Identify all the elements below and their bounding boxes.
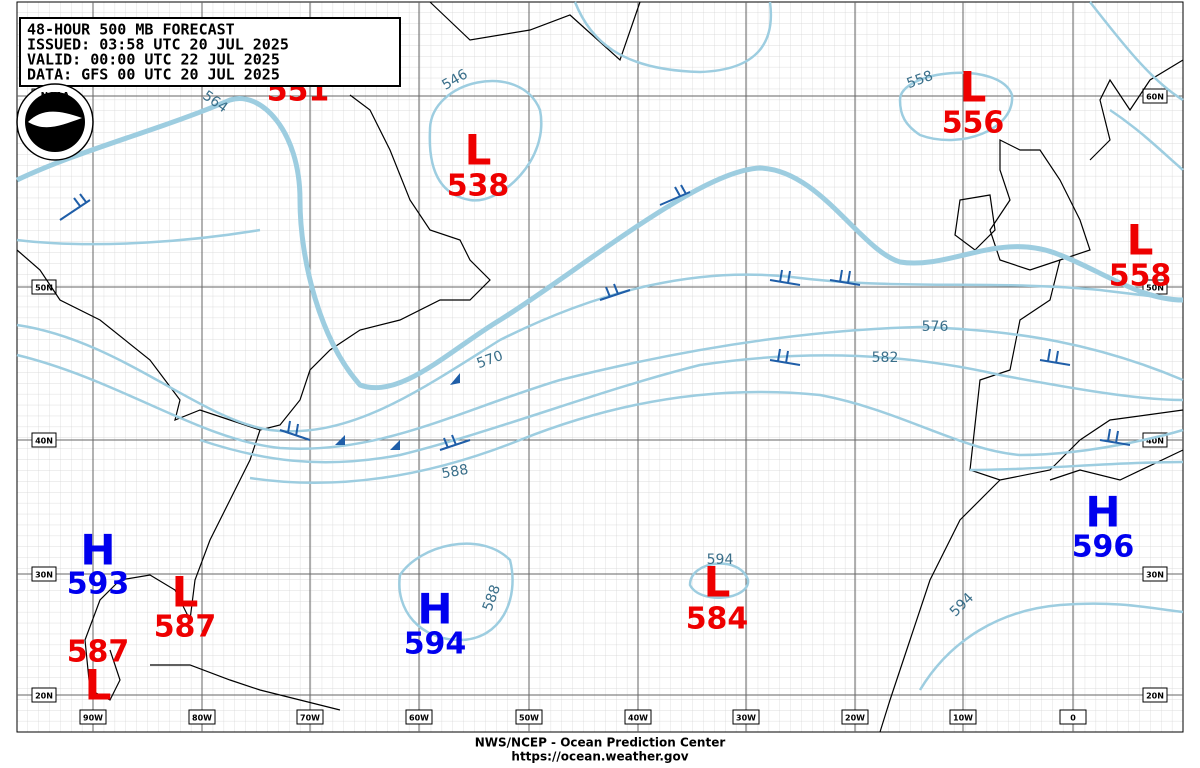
latitude-label: 40N (35, 437, 53, 446)
latitude-label: 50N (35, 284, 53, 293)
longitude-label: 80W (192, 714, 212, 723)
header-line: ISSUED: 03:58 UTC 20 JUL 2025 (27, 36, 289, 54)
height-contours (15, 1, 1184, 691)
logo-text: NOAA (41, 92, 70, 102)
center-value: 538 (447, 169, 510, 204)
longitude-label: 30W (736, 714, 756, 723)
center-letter: L (85, 661, 112, 710)
latitude-label: 30N (35, 571, 53, 580)
lat-label-box (31, 432, 57, 448)
footer-url: https://ocean.weather.gov (511, 750, 688, 764)
latitude-label: 40N (1146, 437, 1164, 446)
lon-label-box (624, 709, 652, 725)
lon-label-box (732, 709, 760, 725)
latitude-label: 20N (1146, 692, 1164, 701)
longitude-label: 0 (1070, 714, 1076, 723)
center-letter: H (417, 585, 452, 634)
center-letter: L (465, 126, 492, 175)
header-line: 48-HOUR 500 MB FORECAST (27, 21, 235, 39)
lat-label-box (1142, 687, 1168, 703)
center-letter: L (1127, 216, 1154, 265)
logo: NOAA (16, 83, 94, 161)
center-value: 594 (404, 627, 467, 662)
center-value: 558 (1109, 259, 1172, 294)
center-value: 556 (942, 106, 1005, 141)
lon-label-box (296, 709, 324, 725)
lat-label-box (1142, 566, 1168, 582)
footer-agency: NWS/NCEP - Ocean Prediction Center (475, 736, 726, 750)
center-letter: L (172, 568, 199, 617)
lat-label-box (31, 566, 57, 582)
longitude-label: 20W (845, 714, 865, 723)
wind-barbs (59, 184, 1131, 451)
center-value: 593 (67, 567, 130, 602)
longitude-label: 40W (628, 714, 648, 723)
center-letter: L (704, 558, 731, 607)
lon-label-box (405, 709, 433, 725)
center-letter: L (960, 63, 987, 112)
lon-label-box (79, 709, 107, 725)
lon-label-box (841, 709, 869, 725)
latitude-label: 60N (1146, 93, 1164, 102)
longitude-label: 50W (519, 714, 539, 723)
longitude-label: 60W (409, 714, 429, 723)
lon-label-box (949, 709, 977, 725)
latitude-label: 30N (1146, 571, 1164, 580)
header-box (19, 17, 401, 87)
map-frame (16, 1, 1184, 733)
lon-label-box (1059, 709, 1087, 725)
header-line: VALID: 00:00 UTC 22 JUL 2025 (27, 51, 280, 69)
center-value: 584 (686, 602, 749, 637)
major-grid: 60N60N50N50N40N40N30N30N20N20N90W80W70W6… (17, 2, 1183, 732)
longitude-label: 70W (300, 714, 320, 723)
contour-label: 576 (922, 319, 949, 335)
lon-label-box (188, 709, 216, 725)
latitude-label: 50N (1146, 284, 1164, 293)
header-line: DATA: GFS 00 UTC 20 JUL 2025 (27, 66, 280, 84)
center-value: 587 (154, 610, 217, 645)
longitude-label: 10W (953, 714, 973, 723)
center-value: 587 (67, 635, 130, 670)
lat-label-box (31, 279, 57, 295)
latitude-label: 20N (35, 692, 53, 701)
lat-label-box (1142, 88, 1168, 104)
contour-label: 588 (440, 462, 469, 482)
lon-label-box (515, 709, 543, 725)
lat-label-box (31, 687, 57, 703)
center-letter: H (80, 526, 115, 575)
center-letter: H (1085, 488, 1120, 537)
center-value: 596 (1072, 530, 1135, 565)
longitude-label: 90W (83, 714, 103, 723)
contour-label: 594 (707, 552, 734, 568)
contour-label: 582 (872, 350, 899, 366)
